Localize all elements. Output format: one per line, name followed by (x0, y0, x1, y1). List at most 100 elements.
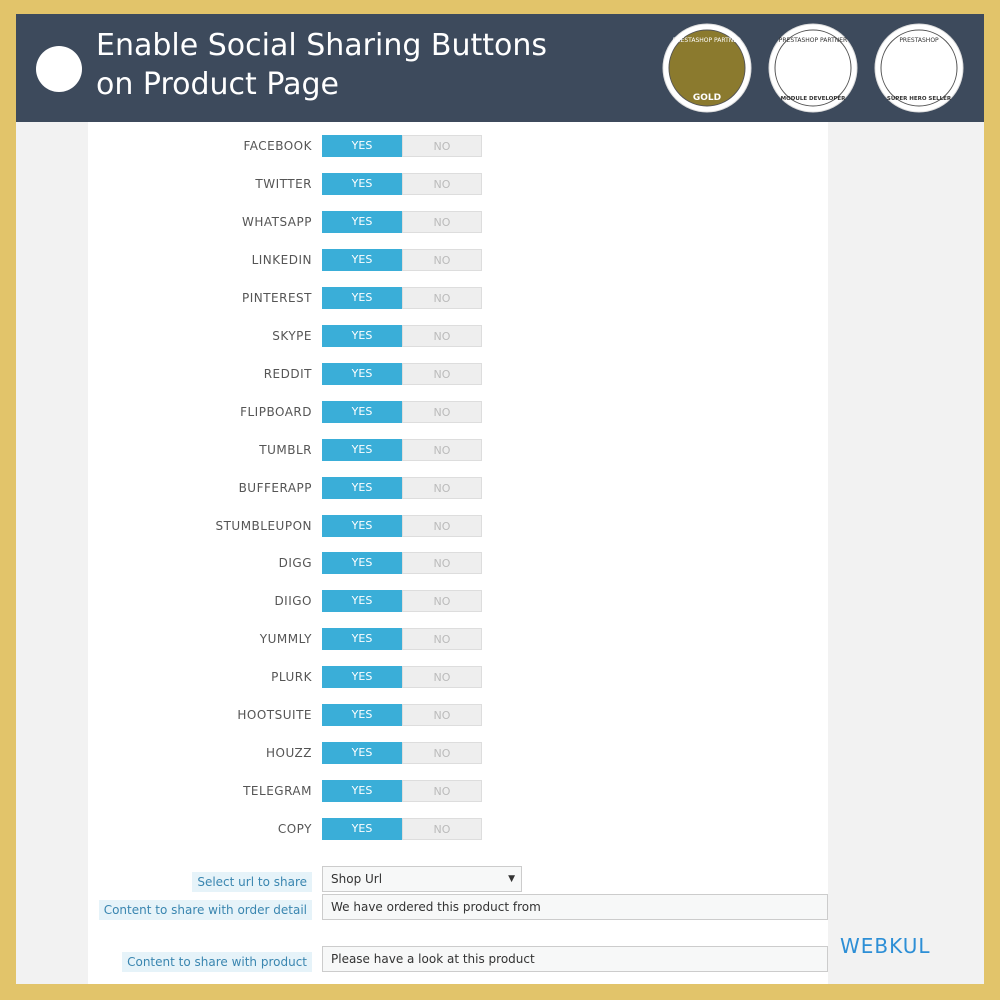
toggle-no[interactable]: NO (402, 324, 482, 347)
toggle-label: TUMBLR (259, 442, 312, 457)
toggle-row: HOUZZ YES NO (16, 742, 984, 765)
toggle-yes[interactable]: YES (322, 780, 402, 803)
toggle-label: COPY (277, 822, 312, 837)
text-input[interactable]: We have ordered this product from (322, 894, 828, 920)
toggle-no[interactable]: NO (402, 400, 482, 423)
toggle-no[interactable]: NO (402, 172, 482, 195)
brand: WEBKUL (840, 934, 931, 958)
toggle-no[interactable]: NO (402, 780, 482, 803)
toggle-row: BUFFERAPP YES NO (16, 476, 984, 499)
frame: Enable Social Sharing Buttons on Product… (16, 14, 984, 984)
toggle-yes[interactable]: YES (322, 248, 402, 271)
toggle-label: TWITTER (255, 176, 312, 191)
toggle-no[interactable]: NO (402, 742, 482, 765)
toggle-row: TUMBLR YES NO (16, 438, 984, 461)
toggle-row: DIGG YES NO (16, 552, 984, 575)
toggle-row: FACEBOOK YES NO (16, 135, 984, 157)
toggle-label: WHATSAPP (241, 214, 312, 229)
toggle-yes[interactable]: YES (322, 135, 402, 157)
select[interactable]: Shop Url ▼ (322, 866, 522, 892)
toggle-yes[interactable]: YES (322, 818, 402, 841)
toggle-no[interactable]: NO (402, 590, 482, 613)
toggle-label: HOUZZ (266, 746, 312, 761)
toggle-label: FLIPBOARD (240, 404, 312, 419)
toggle-yes[interactable]: YES (322, 628, 402, 651)
toggle-yes[interactable]: YES (322, 590, 402, 613)
field-label: Content to share with order detail (98, 900, 312, 920)
toggle-no[interactable]: NO (402, 135, 482, 157)
toggle-yes[interactable]: YES (322, 514, 402, 537)
badge-bottom: MODULE DEVELOPER (781, 96, 846, 102)
toggle-yes[interactable]: YES (322, 210, 402, 233)
toggle-yes[interactable]: YES (322, 362, 402, 385)
toggle-label: FACEBOOK (243, 139, 312, 153)
toggle-row: YUMMLY YES NO (16, 628, 984, 651)
toggle-label: LINKEDIN (251, 252, 312, 267)
select-arrow: ▼ (508, 874, 515, 884)
toggle-yes[interactable]: YES (322, 704, 402, 727)
toggle-no[interactable]: NO (402, 552, 482, 575)
toggle-yes[interactable]: YES (322, 666, 402, 689)
toggle-yes[interactable]: YES (322, 324, 402, 347)
toggle-no[interactable]: NO (402, 704, 482, 727)
title-line: on Product Page (96, 67, 339, 102)
toggle-yes[interactable]: YES (322, 172, 402, 195)
toggle-row: DIIGO YES NO (16, 590, 984, 613)
logo (36, 46, 82, 92)
toggle-label: DIGG (278, 556, 312, 571)
title: Enable Social Sharing Buttons on Product… (96, 26, 547, 104)
text-input[interactable]: Please have a look at this product (322, 946, 828, 972)
toggle-label: REDDIT (263, 366, 312, 381)
toggle-row: REDDIT YES NO (16, 362, 984, 385)
badge-top: PRESTASHOP PARTNER (779, 37, 847, 44)
badge-inner (774, 29, 852, 107)
toggle-yes[interactable]: YES (322, 438, 402, 461)
field-label: Content to share with product (122, 952, 312, 972)
title-line: Enable Social Sharing Buttons (96, 28, 548, 63)
toggle-row: HOOTSUITE YES NO (16, 704, 984, 727)
toggle-label: DIIGO (274, 594, 312, 609)
toggle-no[interactable]: NO (402, 210, 482, 233)
toggle-yes[interactable]: YES (322, 400, 402, 423)
toggle-label: TELEGRAM (243, 784, 312, 799)
header: Enable Social Sharing Buttons on Product… (16, 14, 984, 122)
toggle-no[interactable]: NO (402, 666, 482, 689)
badges: PRESTASHOP PARTNER GOLD PRESTASHOP PARTNER… (662, 23, 964, 113)
toggle-yes[interactable]: YES (322, 742, 402, 765)
toggle-label: STUMBLEUPON (215, 518, 312, 533)
toggle-no[interactable]: NO (402, 628, 482, 651)
badge-inner (880, 29, 958, 107)
toggle-label: PINTEREST (241, 290, 312, 305)
toggle-label: PLURK (271, 670, 312, 685)
toggle-label: BUFFERAPP (238, 480, 312, 495)
toggle-yes[interactable]: YES (322, 286, 402, 309)
badge-bottom: SUPER HERO SELLER (887, 96, 952, 102)
toggle-row: COPY YES NO (16, 818, 984, 841)
toggle-yes[interactable]: YES (322, 476, 402, 499)
toggle-row: TELEGRAM YES NO (16, 780, 984, 803)
toggle-row: TWITTER YES NO (16, 172, 984, 195)
toggle-no[interactable]: NO (402, 514, 482, 537)
toggle-no[interactable]: NO (402, 476, 482, 499)
toggle-label: HOOTSUITE (237, 708, 312, 723)
badge-bottom: GOLD (693, 93, 721, 103)
field-label: Select url to share (192, 872, 312, 892)
toggle-row: FLIPBOARD YES NO (16, 400, 984, 423)
toggle-row: PINTEREST YES NO (16, 286, 984, 309)
toggle-no[interactable]: NO (402, 286, 482, 309)
toggle-row: WHATSAPP YES NO (16, 210, 984, 233)
badge-top: PRESTASHOP (899, 37, 939, 44)
toggle-row: LINKEDIN YES NO (16, 248, 984, 271)
toggle-row: STUMBLEUPON YES NO (16, 514, 984, 537)
toggle-no[interactable]: NO (402, 362, 482, 385)
badge-top: PRESTASHOP PARTNER (673, 37, 741, 44)
toggle-no[interactable]: NO (402, 438, 482, 461)
toggle-yes[interactable]: YES (322, 552, 402, 575)
toggle-row: PLURK YES NO (16, 666, 984, 689)
toggle-no[interactable]: NO (402, 818, 482, 841)
toggle-label: SKYPE (272, 328, 312, 343)
badge-inner (668, 29, 746, 107)
toggle-row: SKYPE YES NO (16, 324, 984, 347)
toggle-no[interactable]: NO (402, 248, 482, 271)
